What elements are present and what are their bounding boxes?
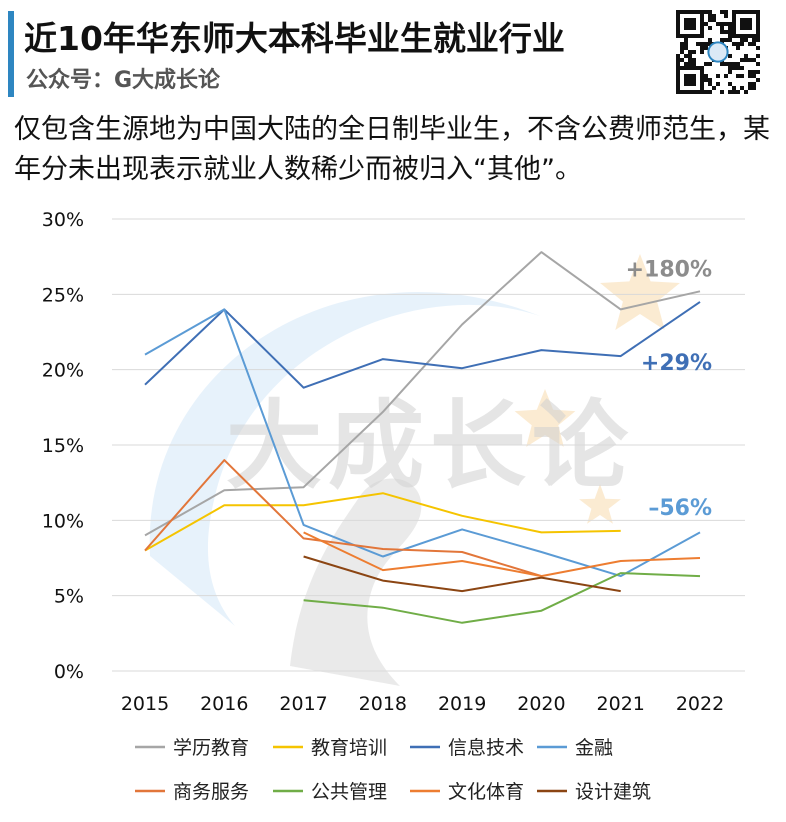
x-tick-label: 2022: [676, 693, 724, 715]
y-axis: 0% 5% 10% 15% 20% 25% 30%: [42, 209, 84, 683]
x-tick-label: 2016: [200, 693, 248, 715]
qr-code-icon[interactable]: [676, 10, 760, 94]
chart-grid: [112, 218, 745, 672]
x-tick-label: 2019: [438, 693, 486, 715]
legend-label: 金融: [575, 737, 613, 759]
watermark-star-icon: [579, 484, 621, 524]
series-line-公共管理: [303, 572, 701, 624]
legend-label: 商务服务: [173, 781, 249, 803]
legend-item: 信息技术: [410, 737, 524, 759]
series-line-学历教育: [144, 251, 701, 537]
legend-label: 设计建筑: [575, 781, 651, 803]
watermark-runner-icon: [290, 478, 422, 686]
change-annotation: +180%: [626, 258, 712, 283]
legend-label: 教育培训: [311, 737, 387, 759]
watermark-text: 大成长论: [226, 390, 634, 502]
y-tick-label: 0%: [54, 661, 84, 683]
series-line-商务服务: [144, 459, 542, 578]
legend-label: 文化体育: [448, 781, 524, 803]
page-title: 近10年华东师大本科毕业生就业行业: [24, 19, 565, 58]
legend-item: 教育培训: [273, 737, 387, 759]
y-tick-label: 10%: [42, 510, 84, 532]
chart-series: [144, 251, 701, 624]
watermark-star-icon: [514, 389, 576, 447]
chart-subtitle: 仅包含生源地为中国大陆的全日制毕业生，不含公费师范生，某年分未出现表示就业人数稀…: [14, 114, 770, 185]
series-line-教育培训: [144, 492, 621, 552]
y-tick-label: 15%: [42, 435, 84, 457]
change-annotation: +29%: [641, 351, 712, 376]
y-tick-label: 25%: [42, 284, 84, 306]
x-axis: 2015 2016 2017 2018 2019 2020 2021 2022: [121, 693, 724, 715]
account-name: 公众号：G大成长论: [26, 68, 221, 93]
x-tick-label: 2020: [517, 693, 565, 715]
series-line-设计建筑: [303, 555, 621, 593]
line-chart: 大成长论 0%5%10%15%20%25%30% 2015 2016 2017 201…: [42, 209, 745, 803]
legend-label: 学历教育: [173, 737, 249, 759]
y-tick-label: 5%: [54, 586, 84, 608]
title-accent-bar: [8, 11, 14, 97]
legend-item: 商务服务: [135, 781, 249, 803]
series-line-金融: [144, 308, 701, 578]
x-tick-label: 2017: [279, 693, 327, 715]
legend-label: 信息技术: [448, 737, 524, 759]
legend-label: 公共管理: [311, 781, 387, 803]
watermark: 大成长论: [149, 254, 680, 686]
y-tick-label: 20%: [42, 360, 84, 382]
x-tick-label: 2018: [359, 693, 407, 715]
legend-item: 设计建筑: [537, 781, 651, 803]
y-tick-label: 30%: [42, 209, 84, 231]
series-line-信息技术: [144, 301, 701, 389]
legend-item: 公共管理: [273, 781, 387, 803]
legend-item: 学历教育: [135, 737, 249, 759]
watermark-swoosh: [149, 291, 541, 626]
series-line-文化体育: [303, 531, 701, 578]
chart-annotations: +180% +29% –56%: [626, 258, 712, 521]
watermark-star-icon: [600, 254, 680, 330]
change-annotation: –56%: [648, 496, 712, 521]
x-tick-label: 2021: [597, 693, 645, 715]
legend-item: 金融: [537, 737, 613, 759]
x-tick-label: 2015: [121, 693, 169, 715]
legend-item: 文化体育: [410, 781, 524, 803]
